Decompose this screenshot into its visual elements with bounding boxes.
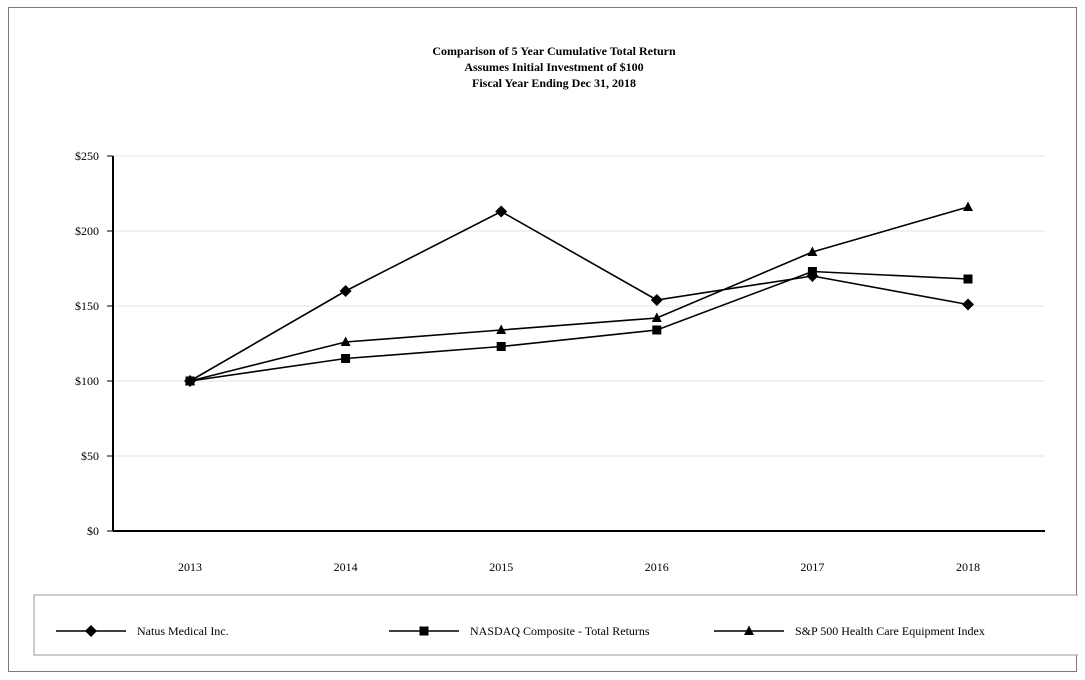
legend-marker	[85, 625, 97, 637]
chart-title-line-2: Assumes Initial Investment of $100	[464, 60, 643, 74]
data-point-diamond	[650, 294, 663, 306]
data-point-triangle	[651, 312, 662, 322]
data-point-square	[341, 354, 351, 363]
y-tick-label: $150	[75, 299, 99, 313]
data-point-triangle	[963, 201, 973, 211]
y-axis-ticks: $0 $50 $100 $150 $200 $250	[75, 149, 113, 538]
data-point-diamond	[962, 298, 974, 311]
chart-title-line-3: Fiscal Year Ending Dec 31, 2018	[472, 76, 636, 90]
data-point-square	[496, 342, 506, 351]
y-tick-label: $0	[87, 524, 99, 538]
x-tick-label: 2013	[178, 560, 202, 574]
data-point-triangle	[340, 336, 351, 346]
data-point-triangle	[496, 324, 507, 334]
data-point-square	[652, 325, 662, 335]
x-tick-label: 2016	[645, 560, 669, 574]
y-tick-label: $200	[75, 224, 99, 238]
legend-marker	[744, 625, 754, 635]
y-tick-label: $100	[75, 374, 99, 388]
legend: Natus Medical Inc. NASDAQ Composite - Tot…	[33, 594, 1078, 656]
axes	[112, 156, 1045, 532]
data-point-triangle	[807, 246, 818, 256]
legend-box	[33, 594, 1078, 656]
chart-frame: Comparison of 5 Year Cumulative Total Re…	[8, 7, 1078, 672]
series-lines	[184, 201, 974, 387]
legend-label: NASDAQ Composite - Total Returns	[470, 624, 650, 638]
data-point-triangle	[185, 375, 195, 385]
gridlines	[113, 155, 1045, 457]
data-point-square	[807, 267, 817, 276]
chart-title-line-1: Comparison of 5 Year Cumulative Total Re…	[432, 44, 676, 58]
data-point-square	[963, 274, 973, 284]
chart-title: Comparison of 5 Year Cumulative Total Re…	[432, 44, 676, 90]
legend-label: Natus Medical Inc.	[137, 624, 229, 638]
x-tick-label: 2017	[800, 560, 824, 574]
data-point-diamond	[339, 285, 352, 297]
x-tick-label: 2015	[489, 560, 513, 574]
data-point-diamond	[495, 205, 508, 218]
line-chart: Comparison of 5 Year Cumulative Total Re…	[33, 44, 1078, 656]
x-tick-label: 2014	[334, 560, 358, 574]
y-tick-label: $250	[75, 149, 99, 163]
legend-label: S&P 500 Health Care Equipment Index	[795, 624, 985, 638]
x-axis-ticks: 2013 2014 2015 2016 2017 2018	[178, 560, 980, 574]
series-line-square	[189, 270, 969, 382]
y-tick-label: $50	[81, 449, 99, 463]
series-line-diamond	[189, 210, 969, 382]
x-tick-label: 2018	[956, 560, 980, 574]
legend-marker	[419, 626, 429, 636]
series-line-triangle	[189, 206, 969, 382]
